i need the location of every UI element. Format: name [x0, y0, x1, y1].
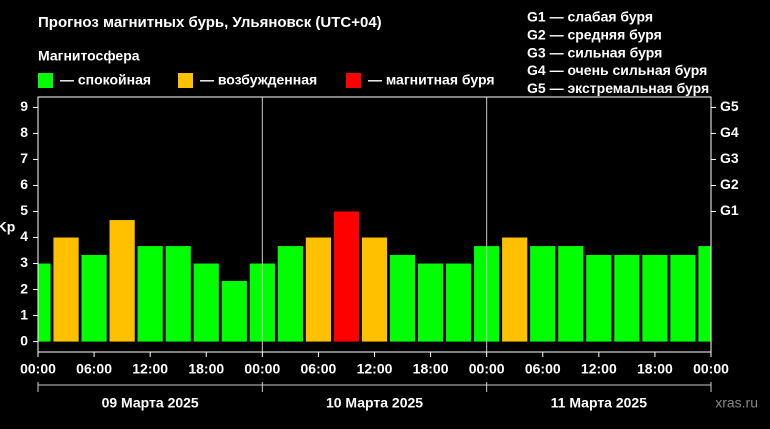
bar [417, 263, 444, 342]
y-tick-label: 1 [20, 306, 28, 322]
legend-swatch [38, 73, 53, 88]
bar [305, 237, 332, 342]
storm-scale-entry: G1 — слабая буря [527, 9, 653, 25]
x-tick-label: 06:00 [301, 361, 337, 377]
y2-tick-label: G1 [720, 202, 739, 218]
y2-tick-label: G5 [720, 98, 739, 114]
x-tick-label: 18:00 [188, 361, 224, 377]
bar [165, 246, 191, 342]
legend-label: — магнитная буря [368, 72, 495, 88]
bar [137, 246, 163, 342]
bar [614, 254, 640, 342]
bar [53, 237, 79, 342]
x-tick-label: 00:00 [244, 361, 280, 377]
y-tick-label: 7 [20, 150, 28, 166]
bar [109, 220, 135, 342]
x-tick-label: 00:00 [20, 361, 56, 377]
x-tick-label: 12:00 [357, 361, 393, 377]
y2-tick-label: G3 [720, 150, 739, 166]
bar [81, 254, 107, 342]
bar [333, 211, 360, 342]
x-tick-label: 18:00 [413, 361, 449, 377]
date-label: 11 Марта 2025 [551, 395, 648, 411]
y2-tick-label: G2 [720, 176, 739, 192]
bars [38, 211, 711, 342]
y2-tick-label: G4 [720, 124, 739, 140]
y-tick-label: 8 [20, 124, 28, 140]
bar [361, 237, 388, 342]
bar [530, 246, 556, 342]
legend-swatch [346, 73, 361, 88]
legend-title: Магнитосфера [38, 48, 140, 64]
y-tick-label: 2 [20, 280, 28, 296]
plot-frame [37, 96, 712, 353]
bar [38, 263, 51, 342]
watermark: xras.ru [715, 395, 758, 411]
storm-scale-entry: G2 — средняя буря [527, 27, 662, 43]
storm-scale-entry: G4 — очень сильная буря [527, 62, 707, 78]
bar [277, 246, 303, 342]
bar [642, 254, 668, 342]
legend-label: — спокойная [60, 72, 151, 88]
bar [446, 263, 472, 342]
y-tick-label: 3 [20, 254, 28, 270]
date-label: 10 Марта 2025 [326, 395, 423, 411]
x-tick-label: 00:00 [469, 361, 505, 377]
bar [193, 263, 219, 342]
x-tick-label: 06:00 [525, 361, 561, 377]
y-tick-label: 5 [20, 202, 28, 218]
bar [389, 254, 416, 342]
y-tick-label: 6 [20, 176, 28, 192]
x-tick-label: 00:00 [693, 361, 729, 377]
bar [502, 237, 528, 342]
y-axis-label: Kp [0, 219, 15, 235]
x-tick-label: 12:00 [132, 361, 168, 377]
legend-label: — возбужденная [200, 72, 317, 88]
x-tick-label: 18:00 [637, 361, 673, 377]
storm-scale-entry: G3 — сильная буря [527, 44, 662, 60]
bar [670, 254, 696, 342]
bar [558, 246, 584, 342]
storm-scale-entry: G5 — экстремальная буря [527, 80, 709, 96]
date-label: 09 Марта 2025 [102, 395, 199, 411]
y-tick-label: 4 [20, 228, 28, 244]
x-tick-label: 12:00 [581, 361, 617, 377]
legend-swatch [178, 73, 193, 88]
bar [586, 254, 612, 342]
chart-title: Прогноз магнитных бурь, Ульяновск (UTC+0… [38, 14, 382, 31]
x-tick-label: 06:00 [76, 361, 112, 377]
bar [221, 280, 247, 342]
y-tick-label: 9 [20, 98, 28, 114]
y-tick-label: 0 [20, 332, 28, 348]
bar [698, 246, 711, 342]
